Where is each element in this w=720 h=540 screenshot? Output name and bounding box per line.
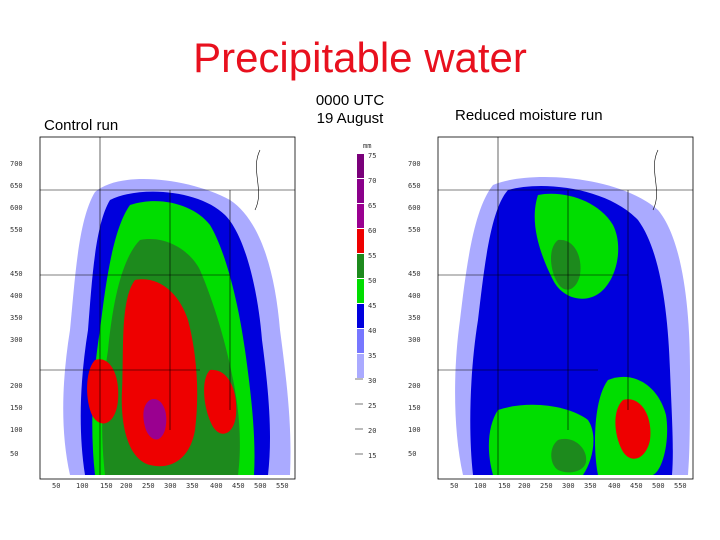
legend-swatch	[357, 279, 364, 303]
legend-swatch	[357, 304, 364, 328]
svg-text:150: 150	[10, 404, 23, 412]
legend-label: 70	[368, 177, 376, 185]
svg-text:200: 200	[10, 382, 23, 390]
svg-text:300: 300	[164, 482, 177, 490]
legend-label: 65	[368, 202, 376, 210]
svg-text:450: 450	[232, 482, 245, 490]
legend-swatch	[357, 154, 364, 178]
control-run-caption: Control run	[44, 117, 119, 134]
control-x-ticks: 50 100 150 200 250 300 350 400 450 500 550	[52, 482, 289, 490]
svg-text:100: 100	[76, 482, 89, 490]
svg-text:350: 350	[584, 482, 597, 490]
svg-text:450: 450	[408, 270, 421, 278]
svg-text:200: 200	[120, 482, 133, 490]
time-caption-line2: 19 August	[316, 110, 384, 127]
svg-text:550: 550	[10, 226, 23, 234]
svg-text:350: 350	[408, 314, 421, 322]
svg-text:300: 300	[408, 336, 421, 344]
time-caption: 0000 UTC 19 August	[300, 92, 400, 128]
svg-text:600: 600	[10, 204, 23, 212]
legend-label: 55	[368, 252, 376, 260]
legend-label: 60	[368, 227, 376, 235]
slide-title: Precipitable water	[193, 34, 527, 81]
control-field	[63, 178, 291, 475]
legend-label: 30	[368, 377, 376, 385]
svg-text:100: 100	[474, 482, 487, 490]
time-caption-line1: 0000 UTC	[315, 92, 385, 109]
svg-text:450: 450	[630, 482, 643, 490]
svg-text:550: 550	[408, 226, 421, 234]
svg-text:650: 650	[408, 182, 421, 190]
legend-label: 25	[368, 402, 376, 410]
svg-text:350: 350	[186, 482, 199, 490]
legend-unit: mm	[363, 142, 371, 150]
svg-text:500: 500	[652, 482, 665, 490]
svg-text:700: 700	[10, 160, 23, 168]
legend-swatch	[357, 329, 364, 353]
svg-text:50: 50	[408, 450, 416, 458]
legend-label: 45	[368, 302, 376, 310]
svg-text:400: 400	[10, 292, 23, 300]
svg-text:250: 250	[142, 482, 155, 490]
svg-text:650: 650	[10, 182, 23, 190]
legend-label: 15	[368, 452, 376, 460]
svg-text:550: 550	[276, 482, 289, 490]
legend-swatch	[357, 204, 364, 228]
svg-text:300: 300	[562, 482, 575, 490]
svg-text:250: 250	[540, 482, 553, 490]
reduced-x-ticks: 50 100 150 200 250 300 350 400 450 500 550	[450, 482, 687, 490]
reduced-moisture-caption: Reduced moisture run	[455, 107, 603, 124]
legend-label: 35	[368, 352, 376, 360]
svg-text:50: 50	[10, 450, 18, 458]
svg-text:700: 700	[408, 160, 421, 168]
svg-text:150: 150	[498, 482, 511, 490]
svg-text:300: 300	[10, 336, 23, 344]
legend-swatch	[357, 254, 364, 278]
reduced-field	[455, 177, 690, 476]
legend-swatch	[357, 229, 364, 253]
svg-text:400: 400	[408, 292, 421, 300]
svg-text:350: 350	[10, 314, 23, 322]
svg-text:50: 50	[450, 482, 458, 490]
svg-text:150: 150	[408, 404, 421, 412]
reduced-y-ticks: 700 650 600 550 450 400 350 300 200 150 100 50	[408, 160, 421, 458]
legend-label: 75	[368, 152, 376, 160]
svg-text:600: 600	[408, 204, 421, 212]
svg-text:400: 400	[210, 482, 223, 490]
legend-label: 40	[368, 327, 376, 335]
legend-swatch	[357, 354, 364, 378]
svg-text:100: 100	[10, 426, 23, 434]
legend-label: 50	[368, 277, 376, 285]
color-legend: mm 75 70 65 60 55 50 45 40 35 30 25 20 15	[355, 142, 376, 460]
svg-text:50: 50	[52, 482, 60, 490]
svg-text:200: 200	[518, 482, 531, 490]
svg-text:200: 200	[408, 382, 421, 390]
svg-text:100: 100	[408, 426, 421, 434]
legend-swatch	[357, 179, 364, 203]
legend-label: 20	[368, 427, 376, 435]
svg-text:450: 450	[10, 270, 23, 278]
control-y-ticks: 700 650 600 550 450 400 350 300 200 150 100 50	[10, 160, 23, 458]
svg-text:400: 400	[608, 482, 621, 490]
svg-text:500: 500	[254, 482, 267, 490]
svg-text:550: 550	[674, 482, 687, 490]
svg-text:150: 150	[100, 482, 113, 490]
